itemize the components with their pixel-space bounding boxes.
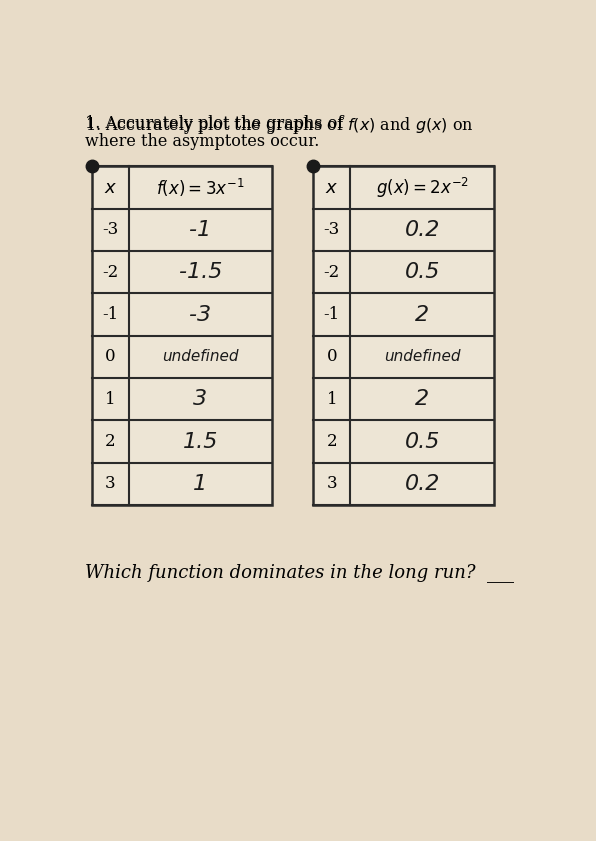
Text: undefined: undefined <box>384 350 460 364</box>
Text: Which function dominates in the long run?  ___: Which function dominates in the long run… <box>85 563 514 582</box>
Text: 3: 3 <box>105 475 116 493</box>
Text: -3: -3 <box>324 221 340 238</box>
Text: 1: 1 <box>327 391 337 408</box>
Text: -3: -3 <box>190 304 212 325</box>
Text: 1: 1 <box>193 474 207 494</box>
Text: -1.5: -1.5 <box>179 262 222 283</box>
Text: 0.5: 0.5 <box>405 262 440 283</box>
Bar <box>313 167 493 505</box>
Text: 2: 2 <box>415 304 429 325</box>
Text: 0.5: 0.5 <box>405 431 440 452</box>
Text: 0.2: 0.2 <box>405 474 440 494</box>
Text: $g(x) = 2x^{-2}$: $g(x) = 2x^{-2}$ <box>375 176 468 199</box>
Text: 3: 3 <box>193 389 207 410</box>
Text: -1: -1 <box>324 306 340 323</box>
Text: -3: -3 <box>102 221 118 238</box>
Text: where the asymptotes occur.: where the asymptotes occur. <box>85 133 319 151</box>
Text: undefined: undefined <box>162 350 238 364</box>
Text: -1: -1 <box>190 220 212 240</box>
Text: 2: 2 <box>415 389 429 410</box>
Text: 1. Accurately plot the graphs of: 1. Accurately plot the graphs of <box>85 114 349 132</box>
Text: -2: -2 <box>102 264 118 281</box>
Text: -2: -2 <box>324 264 340 281</box>
Text: $f(x) = 3x^{-1}$: $f(x) = 3x^{-1}$ <box>156 177 244 198</box>
Text: 3: 3 <box>327 475 337 493</box>
Text: 1.5: 1.5 <box>183 431 218 452</box>
Text: $x$: $x$ <box>325 178 339 197</box>
Bar <box>92 167 272 505</box>
Text: 0: 0 <box>105 348 116 366</box>
Text: -1: -1 <box>102 306 118 323</box>
Text: 2: 2 <box>327 433 337 450</box>
Text: 0: 0 <box>327 348 337 366</box>
Text: 1: 1 <box>105 391 116 408</box>
Text: 2: 2 <box>105 433 116 450</box>
Text: $x$: $x$ <box>104 178 117 197</box>
Text: 0.2: 0.2 <box>405 220 440 240</box>
Text: 1. Accurately plot the graphs of $f(x)$ and $g(x)$ on: 1. Accurately plot the graphs of $f(x)$ … <box>85 114 474 135</box>
